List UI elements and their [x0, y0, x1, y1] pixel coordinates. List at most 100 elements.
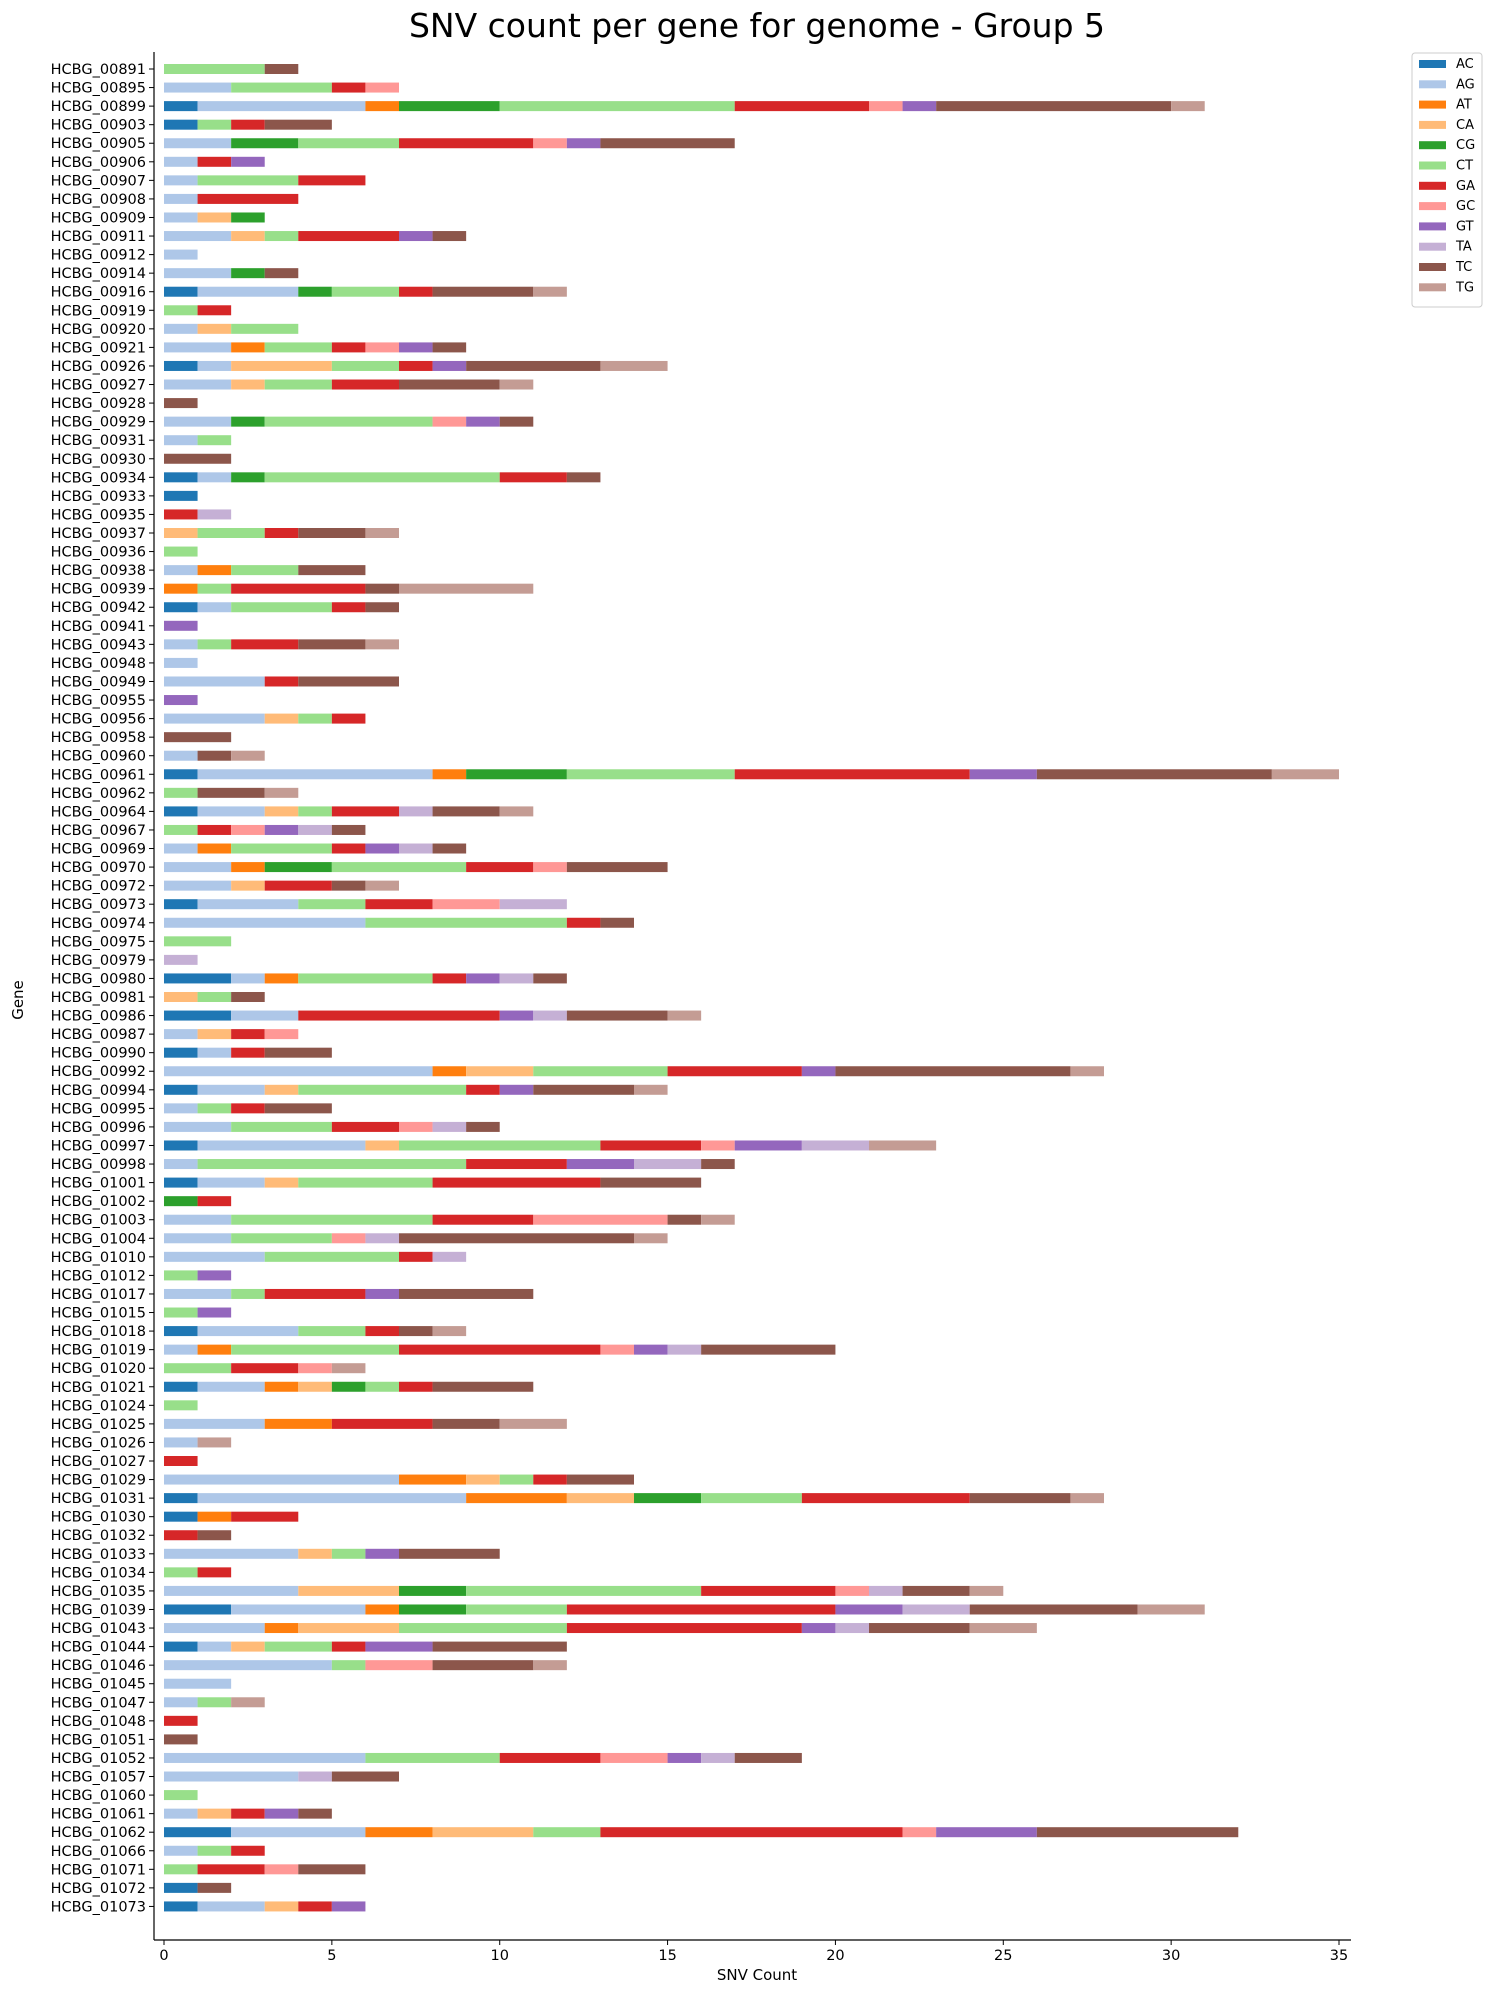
bar-segment-CT — [264, 416, 433, 427]
y-tick-label: HCBG_00942 — [51, 600, 146, 616]
bar-segment-TC — [264, 1103, 332, 1114]
bar-segment-AG — [197, 1326, 299, 1337]
bar-segment-CT — [164, 305, 198, 316]
bar-segment-TA — [667, 1344, 702, 1355]
bar-segment-TG — [701, 1214, 735, 1225]
bar-row-HCBG_00895 — [164, 82, 399, 93]
bar-row-HCBG_01047 — [164, 1697, 265, 1708]
bar-segment-AG — [197, 1177, 265, 1188]
bar-segment-GA — [331, 806, 399, 817]
y-tick-label: HCBG_00934 — [51, 470, 146, 486]
legend-label: TA — [1455, 240, 1472, 255]
y-tick-label: HCBG_01001 — [51, 1176, 146, 1192]
bar-segment-TC — [432, 1381, 534, 1392]
bar-segment-TC — [298, 528, 366, 538]
y-tick-label: HCBG_00912 — [51, 248, 146, 264]
bar-segment-CT — [298, 973, 433, 984]
bar-row-HCBG_01017 — [164, 1288, 534, 1299]
bar-segment-AC — [164, 119, 198, 130]
bar-segment-TC — [734, 1752, 802, 1763]
bar-segment-TC — [432, 1660, 534, 1671]
y-tick-label: HCBG_00905 — [51, 136, 146, 152]
bar-segment-AC — [164, 1511, 198, 1522]
bar-segment-GA — [533, 1474, 567, 1485]
bar-segment-GC — [264, 1864, 299, 1875]
bar-row-HCBG_01026 — [164, 1437, 232, 1448]
bar-segment-CT — [701, 1493, 802, 1504]
y-tick-label: HCBG_00980 — [51, 971, 146, 987]
bar-row-HCBG_01039 — [164, 1604, 1205, 1615]
y-tick-label: HCBG_01025 — [51, 1417, 146, 1433]
legend-item-TA: TA — [1419, 240, 1472, 255]
bar-row-HCBG_01012 — [164, 1270, 232, 1281]
bar-segment-TG — [667, 1010, 702, 1021]
legend-swatch — [1419, 283, 1446, 292]
y-tick-label: HCBG_00986 — [51, 1009, 146, 1025]
y-tick-label: HCBG_00955 — [51, 693, 146, 709]
bar-row-HCBG_00997 — [164, 1140, 937, 1151]
bar-row-HCBG_00986 — [164, 1010, 702, 1021]
bar-segment-TC — [164, 1734, 198, 1745]
bar-segment-GT — [365, 843, 399, 854]
y-tick-label: HCBG_01057 — [51, 1770, 146, 1786]
bar-segment-GT — [499, 1010, 534, 1021]
y-tick-label: HCBG_00927 — [51, 378, 146, 394]
legend-label: AG — [1456, 77, 1475, 92]
legend-swatch — [1419, 141, 1446, 150]
y-tick-label: HCBG_00949 — [51, 674, 146, 690]
bar-segment-GT — [566, 1159, 634, 1170]
bar-segment-AG — [164, 82, 232, 93]
bar-segment-TA — [399, 806, 433, 817]
bar-segment-GT — [634, 1344, 668, 1355]
bar-segment-CT — [365, 1381, 399, 1392]
bar-row-HCBG_01025 — [164, 1418, 567, 1429]
bar-segment-AG — [164, 1418, 265, 1429]
bar-segment-GA — [164, 1456, 198, 1466]
bar-segment-TG — [1070, 1066, 1104, 1077]
bar-segment-GC — [331, 1233, 366, 1244]
bar-segment-CG — [231, 416, 265, 427]
bar-segment-AT — [264, 1381, 299, 1392]
y-tick-label: HCBG_00990 — [51, 1046, 146, 1062]
bar-segment-CT — [197, 583, 232, 594]
bar-segment-GA — [667, 1066, 802, 1077]
bar-segment-AT — [197, 1511, 232, 1522]
bar-row-HCBG_01051 — [164, 1734, 198, 1745]
bar-row-HCBG_00967 — [164, 824, 366, 835]
bar-segment-AG — [164, 1121, 232, 1132]
y-tick-label: HCBG_00937 — [51, 526, 146, 542]
bar-segment-AC — [164, 101, 198, 112]
bar-row-HCBG_01052 — [164, 1752, 802, 1763]
bar-segment-TG — [1271, 769, 1339, 780]
bar-row-HCBG_01043 — [164, 1623, 1037, 1634]
bar-segment-TC — [399, 1288, 534, 1299]
bar-segment-CT — [231, 843, 332, 854]
bar-segment-GC — [533, 138, 567, 149]
bar-row-HCBG_00958 — [164, 732, 232, 743]
bar-segment-AG — [164, 1103, 198, 1114]
bar-segment-TG — [231, 750, 265, 761]
legend-swatch — [1419, 181, 1446, 190]
bar-segment-AG — [164, 175, 198, 186]
bar-row-HCBG_00979 — [164, 954, 198, 965]
bar-row-HCBG_00992 — [164, 1066, 1104, 1077]
y-tick-label: HCBG_00903 — [51, 118, 146, 134]
legend-swatch — [1419, 263, 1446, 271]
bar-segment-AC — [164, 286, 198, 297]
bar-segment-CA — [264, 713, 299, 724]
bar-segment-CT — [164, 1400, 198, 1411]
y-tick-label: HCBG_01052 — [51, 1751, 146, 1767]
legend-item-CG: CG — [1419, 138, 1475, 153]
legend-item-TC: TC — [1419, 260, 1472, 275]
bar-segment-GT — [902, 101, 937, 112]
bar-segment-TA — [902, 1604, 970, 1615]
bar-segment-GA — [399, 1381, 433, 1392]
bar-segment-AG — [197, 1901, 265, 1912]
legend-label: GT — [1456, 219, 1474, 234]
bar-segment-CT — [164, 824, 198, 835]
bar-segment-TG — [1171, 101, 1205, 112]
bar-segment-CA — [365, 1140, 399, 1151]
bar-row-HCBG_00911 — [164, 231, 467, 242]
bar-segment-CT — [164, 1270, 198, 1281]
legend-item-GA: GA — [1419, 179, 1475, 194]
